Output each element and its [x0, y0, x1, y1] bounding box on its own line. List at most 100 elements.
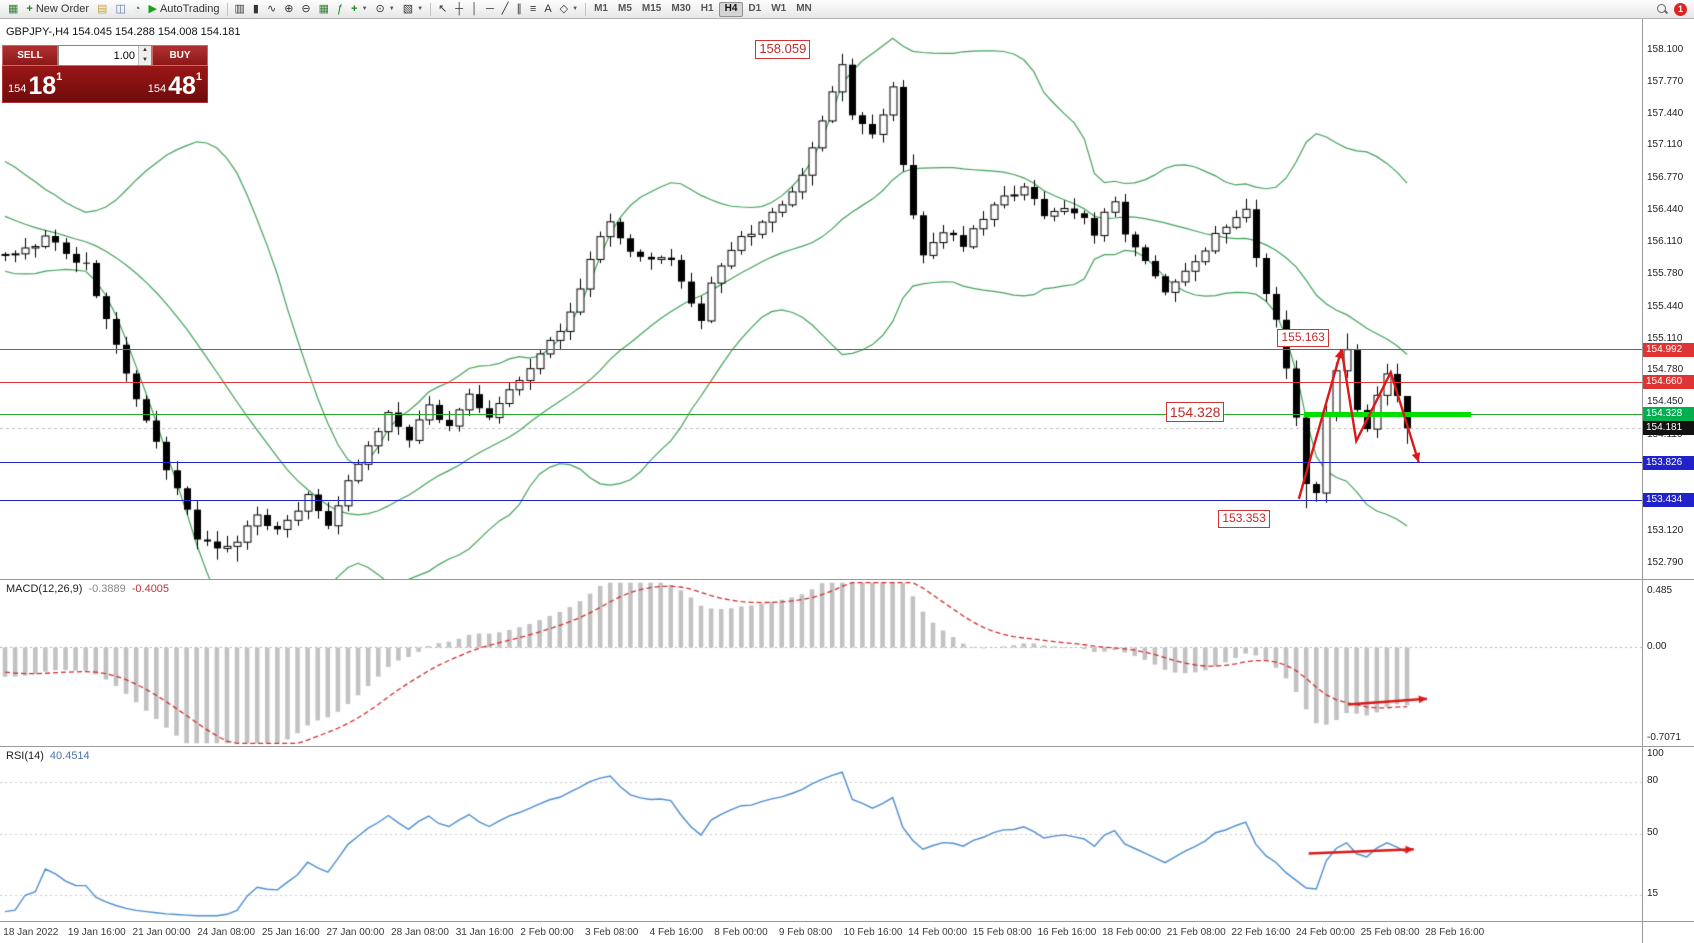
rsi-axis-label: 100: [1647, 748, 1664, 759]
fibonacci-icon[interactable]: ≡: [526, 1, 540, 18]
horizontal-level-line[interactable]: [0, 349, 1642, 351]
timeframe-d1[interactable]: D1: [748, 3, 762, 14]
vertical-line-icon: │: [471, 2, 478, 15]
price-tag: 153.826: [1643, 455, 1694, 470]
rsi-panel[interactable]: RSI(14) 40.4514: [0, 746, 1642, 921]
notification-badge[interactable]: 1: [1674, 2, 1687, 16]
time-axis-label: 28 Jan 08:00: [391, 927, 449, 938]
sell-button[interactable]: SELL: [2, 45, 58, 66]
history-center-icon[interactable]: ◔: [130, 1, 145, 18]
price-annotation[interactable]: 154.328: [1165, 402, 1225, 423]
time-axis-label: 31 Jan 16:00: [455, 927, 514, 938]
templates-icon: ▧: [402, 2, 414, 15]
timeframe-m15[interactable]: M15: [641, 3, 662, 14]
macd-panel[interactable]: MACD(12,26,9) -0.3889 -0.4005: [0, 579, 1642, 746]
periods-icon[interactable]: ⊙ ▼: [372, 1, 399, 18]
rsi-chart-canvas[interactable]: [0, 747, 1642, 921]
line-chart-icon: ∿: [266, 2, 277, 15]
toolbar-right-group: 1: [1657, 2, 1690, 16]
time-axis-label: 8 Feb 00:00: [714, 927, 768, 938]
timeframe-m5[interactable]: M5: [617, 3, 632, 14]
timeframe-mn[interactable]: MN: [796, 3, 812, 14]
crosshair-icon: ┼: [455, 2, 464, 15]
shapes-icon[interactable]: ◇ ▼: [556, 1, 582, 18]
candlestick-chart-icon[interactable]: ▮: [249, 1, 263, 18]
price-axis-label: 156.110: [1647, 236, 1683, 248]
price-tag: 154.660: [1643, 375, 1694, 390]
price-axis-label: 157.440: [1647, 107, 1684, 119]
channel-icon[interactable]: ∥: [512, 1, 526, 18]
new-order-button[interactable]: + New Order: [22, 1, 93, 18]
search-icon[interactable]: [1657, 3, 1668, 15]
panel-splitter[interactable]: [0, 579, 1694, 580]
price-axis[interactable]: 158.100 157.770 157.440 157.110 156.770 156.4…: [1642, 19, 1694, 943]
new-chart-icon[interactable]: ▦: [4, 1, 22, 18]
volume-spinner: ▲ ▼: [138, 46, 151, 65]
main-chart-panel[interactable]: GBPJPY-,H4 154.045 154.288 154.008 154.1…: [0, 19, 1642, 579]
time-axis-label: 24 Jan 08:00: [197, 927, 256, 938]
add-indicator-icon[interactable]: + ▼: [347, 1, 371, 18]
time-axis-label: 21 Jan 00:00: [132, 927, 191, 938]
horizontal-level-line[interactable]: [0, 499, 1642, 501]
horizontal-line-icon[interactable]: ─: [482, 1, 498, 18]
price-annotation[interactable]: 158.059: [755, 40, 811, 60]
volume-field[interactable]: ▲ ▼: [58, 45, 152, 66]
horizontal-level-line[interactable]: [0, 381, 1642, 383]
timeframe-w1[interactable]: W1: [771, 3, 787, 14]
price-axis-label: 155.110: [1647, 332, 1683, 344]
indicators-list-icon: ƒ: [337, 2, 344, 15]
timeframe-m1[interactable]: M1: [594, 3, 608, 14]
tile-windows-icon[interactable]: ▦: [315, 1, 333, 18]
volume-down-button[interactable]: ▼: [139, 55, 151, 65]
time-axis-label: 25 Feb 08:00: [1360, 927, 1420, 938]
trade-widget-price-row: 154 18 1 154 48 1: [2, 66, 208, 103]
data-window-icon[interactable]: ◫: [111, 1, 129, 18]
price-tag: 154.181: [1643, 421, 1694, 436]
buy-button[interactable]: BUY: [152, 45, 208, 66]
trendline-icon[interactable]: ╱: [498, 1, 513, 18]
time-axis-label: 25 Jan 16:00: [261, 927, 320, 938]
time-axis-label: 18 Jan 2022: [3, 927, 59, 938]
price-annotation[interactable]: 153.353: [1218, 510, 1270, 529]
templates-icon[interactable]: ▧ ▼: [399, 1, 427, 18]
timeframe-m30[interactable]: M30: [671, 3, 691, 14]
candlestick-chart-icon: ▮: [252, 2, 259, 15]
macd-axis-label: 0.00: [1647, 640, 1667, 652]
zoom-out-icon[interactable]: ⊖: [297, 1, 314, 18]
time-axis-label: 27 Jan 00:00: [326, 927, 385, 938]
time-axis-label: 18 Feb 00:00: [1102, 927, 1162, 938]
macd-axis-label: -0.7071: [1647, 732, 1681, 743]
new-chart-icon: ▦: [8, 2, 19, 15]
text-tool-icon[interactable]: A: [540, 1, 555, 18]
history-center-icon: ◔: [133, 2, 141, 15]
bid-price-button[interactable]: 154 18 1: [3, 66, 105, 102]
timeframe-h4[interactable]: H4: [718, 1, 744, 17]
autotrading-button[interactable]: ▶ AutoTrading: [145, 1, 224, 18]
ask-price-button[interactable]: 154 48 1: [105, 66, 207, 102]
crosshair-icon[interactable]: ┼: [451, 1, 467, 18]
macd-chart-canvas[interactable]: [0, 580, 1642, 746]
horizontal-level-line[interactable]: [0, 413, 1642, 415]
panel-splitter[interactable]: [0, 746, 1694, 747]
price-axis-label: 158.100: [1647, 43, 1684, 55]
rsi-value: 40.4514: [49, 750, 90, 762]
time-axis[interactable]: 18 Jan 2022 19 Jan 16:00 21 Jan 00:00 24 Ja…: [0, 921, 1642, 943]
candlestick-chart-canvas[interactable]: [0, 19, 1642, 579]
price-annotation[interactable]: 155.163: [1277, 328, 1329, 347]
vertical-line-icon[interactable]: │: [467, 1, 482, 18]
bar-chart-icon[interactable]: ▥: [231, 1, 249, 18]
print-icon[interactable]: ▤: [93, 1, 111, 18]
horizontal-level-line[interactable]: [0, 462, 1642, 464]
volume-up-button[interactable]: ▲: [139, 46, 151, 56]
highlight-line-segment[interactable]: [1303, 411, 1472, 417]
cursor-icon[interactable]: ↖: [434, 1, 451, 18]
indicators-list-icon[interactable]: ƒ: [333, 1, 347, 18]
rsi-axis-label: 80: [1647, 774, 1659, 786]
volume-input[interactable]: [59, 46, 138, 65]
time-axis-label: 21 Feb 08:00: [1166, 927, 1226, 938]
line-chart-icon[interactable]: ∿: [263, 1, 280, 18]
panel-splitter[interactable]: [0, 921, 1694, 922]
timeframe-h1[interactable]: H1: [700, 3, 714, 14]
zoom-in-icon[interactable]: ⊕: [280, 1, 297, 18]
